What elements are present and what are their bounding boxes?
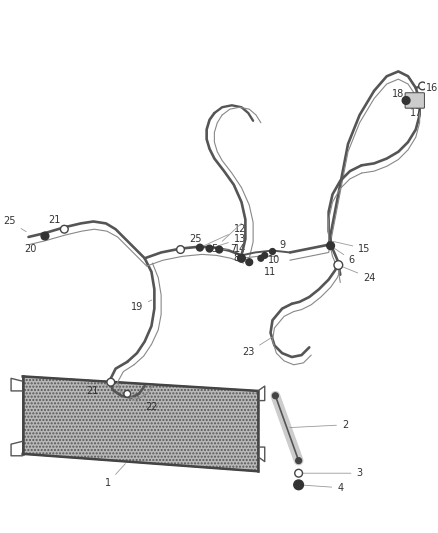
Text: 17: 17 xyxy=(410,108,422,118)
Text: 5: 5 xyxy=(211,223,241,254)
Text: 14: 14 xyxy=(222,244,246,254)
Circle shape xyxy=(262,253,268,259)
Circle shape xyxy=(177,246,184,253)
Circle shape xyxy=(216,246,223,253)
Text: 21: 21 xyxy=(49,215,64,229)
Text: 19: 19 xyxy=(131,300,152,312)
Circle shape xyxy=(124,391,131,397)
Text: 12: 12 xyxy=(202,224,246,246)
Circle shape xyxy=(295,470,303,477)
Text: 10: 10 xyxy=(268,255,281,265)
Circle shape xyxy=(206,245,213,252)
Circle shape xyxy=(258,255,264,261)
Text: 6: 6 xyxy=(333,247,355,265)
Circle shape xyxy=(419,82,427,90)
Text: 20: 20 xyxy=(24,238,43,254)
Circle shape xyxy=(60,225,68,233)
Text: 25: 25 xyxy=(4,216,26,232)
Text: 8: 8 xyxy=(233,253,240,263)
Text: 18: 18 xyxy=(392,88,404,99)
Text: 7: 7 xyxy=(231,244,237,254)
Circle shape xyxy=(246,259,253,265)
Circle shape xyxy=(269,248,276,254)
Circle shape xyxy=(296,458,301,464)
Text: 1: 1 xyxy=(105,464,125,488)
Text: 11: 11 xyxy=(265,267,277,277)
Circle shape xyxy=(272,393,278,399)
Text: 23: 23 xyxy=(242,337,272,357)
Circle shape xyxy=(327,242,335,249)
Circle shape xyxy=(197,244,203,251)
Text: 21: 21 xyxy=(86,383,108,396)
Circle shape xyxy=(41,232,49,240)
Circle shape xyxy=(334,261,343,269)
Circle shape xyxy=(238,254,245,262)
Text: 9: 9 xyxy=(279,240,285,250)
Polygon shape xyxy=(23,376,258,471)
Text: 3: 3 xyxy=(301,468,363,478)
Text: 25: 25 xyxy=(183,234,201,248)
Text: 4: 4 xyxy=(301,483,343,492)
FancyBboxPatch shape xyxy=(405,93,424,108)
Circle shape xyxy=(402,96,410,104)
Text: 16: 16 xyxy=(423,83,438,93)
Text: 13: 13 xyxy=(212,234,246,248)
Circle shape xyxy=(294,480,304,490)
Text: 2: 2 xyxy=(290,420,348,430)
Text: 15: 15 xyxy=(333,241,371,254)
Text: 24: 24 xyxy=(341,266,375,282)
Circle shape xyxy=(107,378,115,386)
Text: 22: 22 xyxy=(130,399,158,413)
